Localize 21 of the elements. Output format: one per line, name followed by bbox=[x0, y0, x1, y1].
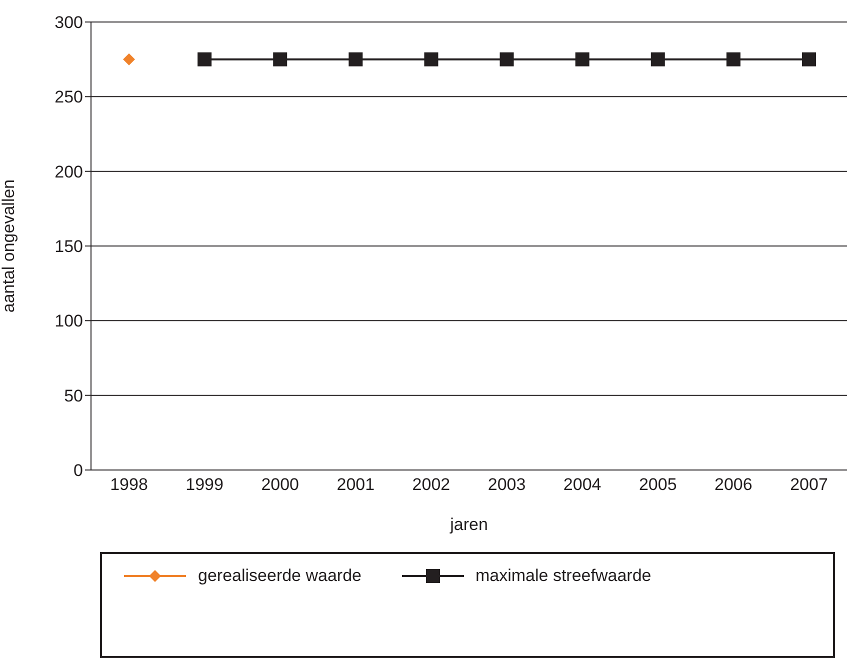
x-tick-label: 2003 bbox=[488, 475, 526, 494]
y-tick-label: 100 bbox=[54, 312, 83, 331]
x-tick-label: 2001 bbox=[336, 475, 375, 494]
x-tick-label: 2002 bbox=[412, 475, 450, 494]
x-tick-label: 1998 bbox=[110, 475, 148, 494]
x-tick-label: 2004 bbox=[563, 475, 602, 494]
y-tick-label: 150 bbox=[54, 237, 83, 256]
legend-label: gerealiseerde waarde bbox=[198, 566, 362, 586]
y-tick-label: 0 bbox=[74, 461, 83, 480]
x-tick-label: 2007 bbox=[790, 475, 828, 494]
legend-label: maximale streefwaarde bbox=[476, 566, 652, 586]
y-tick-label: 300 bbox=[54, 13, 83, 32]
x-tick-label: 1999 bbox=[186, 475, 224, 494]
x-tick-label: 2005 bbox=[638, 475, 677, 494]
y-tick-label: 250 bbox=[54, 88, 83, 107]
y-axis-title: aantal ongevallen bbox=[0, 179, 18, 313]
x-tick-label: 2006 bbox=[714, 475, 752, 494]
y-tick-label: 200 bbox=[54, 162, 83, 182]
x-tick-label: 2000 bbox=[261, 475, 300, 494]
y-tick-label: 50 bbox=[64, 386, 83, 406]
x-axis-title: jaren bbox=[449, 515, 488, 534]
